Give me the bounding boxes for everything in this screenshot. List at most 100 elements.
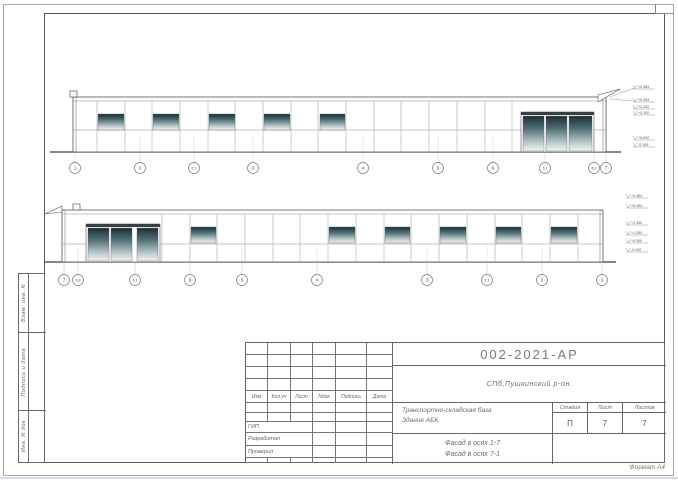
doc-number: 002-2021-АР	[393, 343, 666, 366]
elevation-mark: +0.000	[638, 136, 649, 140]
axis-bubble	[588, 162, 600, 174]
window	[384, 226, 411, 244]
project-name-line1: Транспортно-складская база	[402, 407, 492, 414]
axis-label: 6.2	[592, 167, 597, 171]
elevation-mark: +3.200	[638, 105, 649, 109]
project-name: Транспортно-складская база Здание АБК.	[393, 403, 553, 434]
sheet-value: 7	[588, 413, 623, 433]
role-label: Проверил	[246, 446, 313, 457]
axis-bubble	[600, 162, 612, 174]
elevation-tick	[625, 230, 631, 236]
window-bottom-edge	[0, 477, 678, 479]
glazing-lintel	[86, 224, 160, 227]
axis-label: 2	[541, 278, 544, 283]
side-label: Инв. N док	[20, 420, 27, 453]
role-row-gip: ГИП	[246, 422, 392, 433]
axis-label: 5	[437, 166, 440, 171]
elevation-tick	[632, 135, 638, 141]
window	[263, 113, 291, 131]
elevation-tick	[625, 220, 631, 226]
elevation-mark: +5.384	[631, 194, 642, 198]
facade-elevation-2: 7 6.2 6.1 6 5 4 3 2.1 2 1 +5.384 +5.284 +2.330 +1.250…	[44, 193, 648, 286]
side-cell-inv: Инв. N док	[19, 411, 29, 462]
strip-divider	[19, 332, 46, 333]
axis-label: 3	[426, 278, 429, 283]
rev-header-koluch: Кол.уч	[268, 391, 291, 402]
axis-bubble	[539, 162, 551, 174]
sheet-title-line2: Фасад в осях 7-1	[445, 451, 500, 458]
axis-label: 4	[316, 278, 319, 283]
axis-bubble	[247, 162, 259, 174]
elevation-mark: +5.384	[638, 85, 649, 89]
sheet-title: Фасад в осях 1-7 Фасад в осях 7-1	[393, 434, 553, 464]
axis-label: 6	[189, 278, 192, 283]
strip-divider	[19, 410, 46, 411]
glazing-pane	[522, 115, 545, 152]
role-row-razrabotal: Разработал	[246, 433, 392, 446]
axis-label: 6.2	[76, 279, 81, 283]
axis-label: 7	[605, 166, 608, 171]
elevation-tick	[632, 104, 638, 110]
axis-label: 5	[241, 278, 244, 283]
rev-header-row: Изм Кол.уч Лист Nдок Подпись Дата	[246, 391, 392, 403]
axis-label: 7	[63, 278, 66, 283]
rev-header-data: Дата	[372, 393, 387, 400]
elevation-mark: +1.250	[631, 231, 642, 235]
page-border	[3, 4, 674, 476]
glazing-pane	[110, 227, 133, 262]
parapet-cap	[69, 90, 78, 98]
window	[328, 226, 356, 244]
axis-label: 4	[362, 166, 365, 171]
axis-label: 2	[139, 166, 142, 171]
role-label: Разработал	[246, 433, 313, 445]
elevation-mark: -0.100	[638, 143, 648, 147]
elevation-tick	[625, 247, 631, 253]
format-note: Формат А4	[629, 464, 665, 471]
axis-bubble	[487, 162, 499, 174]
side-label: Подпись и дата	[20, 347, 27, 397]
axis-label: 6.1	[543, 167, 548, 171]
elevation-mark: +5.284	[638, 98, 649, 102]
window	[190, 226, 217, 244]
axis-label: 2.1	[192, 167, 197, 171]
corner-box	[655, 4, 674, 14]
project-name-line2: Здание АБК.	[402, 416, 441, 424]
stage-value: П	[553, 413, 588, 433]
elevation-mark: -0.100	[631, 248, 641, 252]
rev-header-ndok: Nдок	[313, 391, 336, 402]
axis-bubble	[58, 274, 70, 286]
elevation-tick	[625, 193, 631, 199]
sheet-title-line1: Фасад в осях 1-7	[445, 439, 500, 447]
glazing-pane	[87, 227, 110, 262]
axis-label: 6	[492, 166, 495, 171]
roof-edge-wedge	[44, 205, 63, 215]
axis-label: 6.1	[133, 279, 138, 283]
axis-bubble	[72, 274, 84, 286]
elevation-tick	[625, 203, 631, 209]
axis-bubble	[188, 162, 200, 174]
rev-header-podpis: Подпись	[336, 391, 367, 402]
glazing-pane	[568, 115, 593, 152]
title-block: Изм Кол.уч Лист Nдок Подпись Дата ГИП Ра…	[245, 342, 666, 464]
window	[97, 113, 125, 131]
axis-label: 1	[74, 166, 77, 171]
elevation-mark: +0.000	[631, 239, 642, 243]
elevation-mark: +2.330	[631, 221, 642, 225]
axis-label: 3	[252, 166, 255, 171]
axis-bubble	[536, 274, 548, 286]
stage-header: Стадия	[553, 403, 588, 412]
roof-edge-wedge	[597, 88, 621, 103]
elevation-tick	[632, 97, 638, 103]
side-label: Взам. инв. N	[20, 284, 27, 323]
glazing-pane	[136, 227, 159, 262]
window	[319, 113, 346, 131]
facade-elevation-1: 1 2 2.1 3 4 5 6 6.1 6.2 7 +5.384 +5.284 +3.200 +3.100…	[50, 84, 655, 174]
axis-label: 1	[601, 278, 604, 283]
rev-header-izm: Изм	[246, 391, 268, 402]
axis-bubble	[184, 274, 196, 286]
glazing-pane	[545, 115, 568, 152]
glazing-lintel	[521, 112, 594, 115]
axis-label: 2.1	[485, 279, 490, 283]
